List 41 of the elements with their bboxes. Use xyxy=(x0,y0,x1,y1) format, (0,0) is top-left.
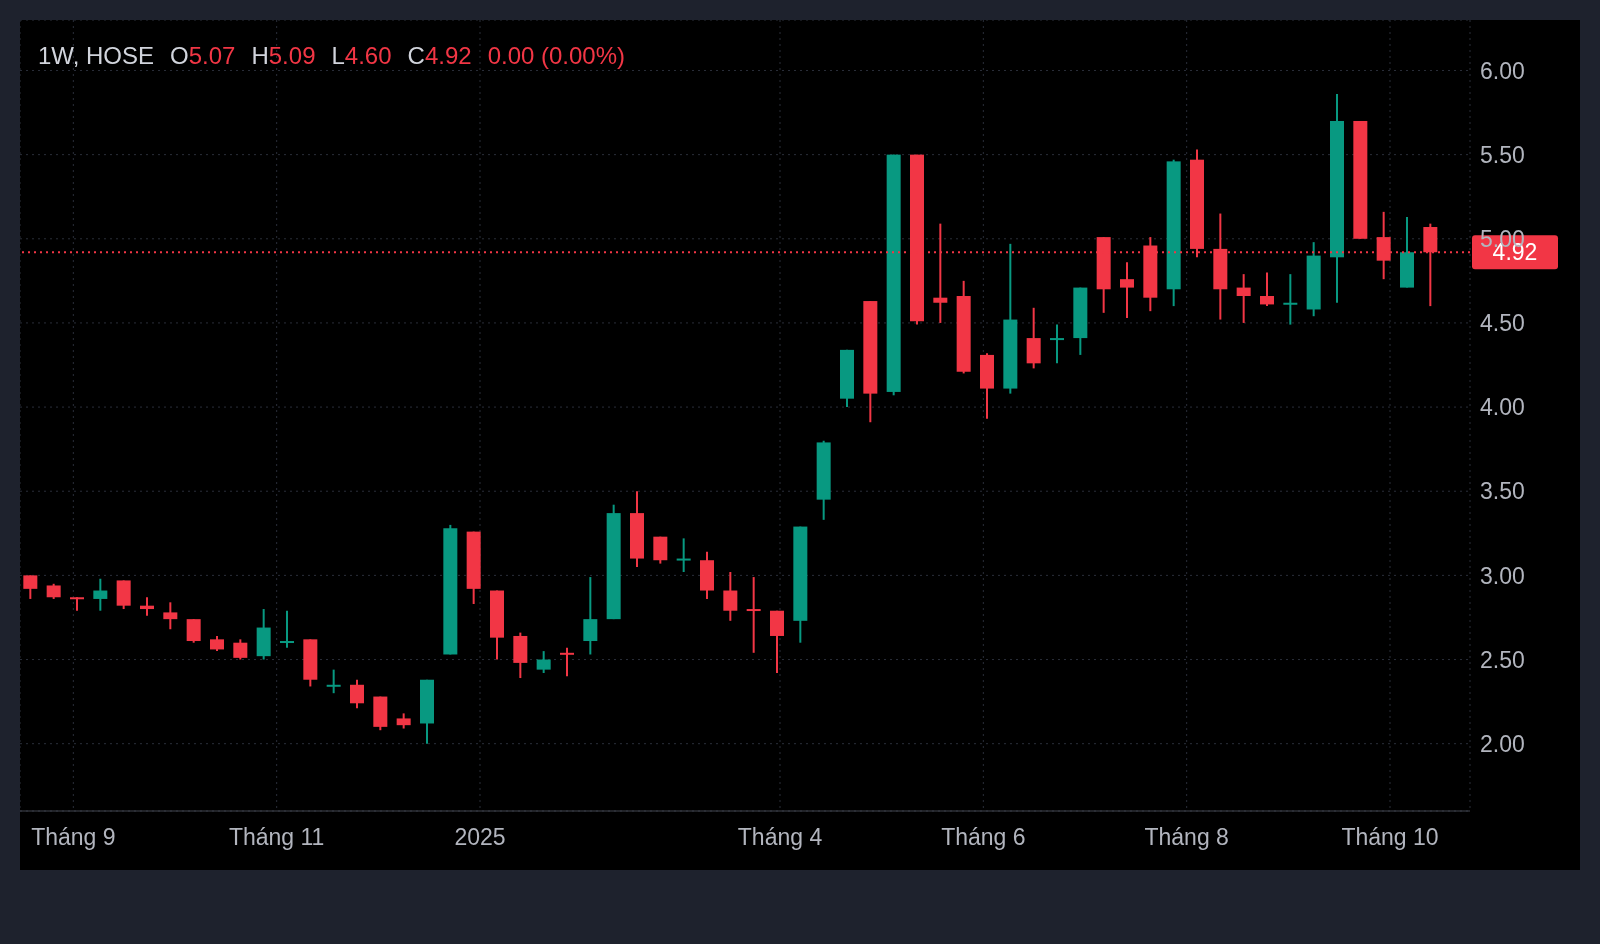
candlestick xyxy=(280,609,294,649)
candlestick xyxy=(186,618,201,644)
y-tick-label: 5.50 xyxy=(1480,141,1525,168)
candlestick xyxy=(326,668,341,695)
candlestick xyxy=(1120,261,1134,319)
x-tick-label: Tháng 6 xyxy=(941,824,1026,851)
x-tick-label: 2025 xyxy=(454,824,506,851)
candlestick xyxy=(676,537,691,574)
x-tick-label: Tháng 9 xyxy=(31,824,116,851)
y-tick-label: 4.00 xyxy=(1480,394,1525,421)
candlestick xyxy=(233,638,248,661)
candlestick xyxy=(536,650,551,674)
candlestick xyxy=(1260,271,1274,308)
y-tick-label: 2.00 xyxy=(1480,730,1525,757)
candlestick xyxy=(583,576,598,656)
candlestick xyxy=(723,571,738,622)
y-tick-label: 3.00 xyxy=(1480,562,1525,589)
candlestick xyxy=(350,678,364,710)
text: 1W, HOSE xyxy=(38,42,155,69)
candlestick xyxy=(1236,273,1251,324)
candlestick xyxy=(1050,323,1064,365)
candlestick xyxy=(93,577,108,612)
x-tick-label: Tháng 4 xyxy=(737,824,823,851)
y-tick-label: 6.00 xyxy=(1480,57,1525,84)
annotation: O5.07 xyxy=(170,42,236,69)
y-tick-label: 4.50 xyxy=(1480,310,1525,337)
candlestick xyxy=(560,646,574,678)
candlestick xyxy=(163,601,178,631)
annotation: H5.09 xyxy=(251,42,316,69)
candlestick xyxy=(1283,273,1298,326)
x-tick-label: Tháng 10 xyxy=(1341,824,1439,851)
annotation: C4.92 xyxy=(407,42,472,69)
x-tick-label: Tháng 8 xyxy=(1144,824,1229,851)
x-tick-label: Tháng 11 xyxy=(228,824,325,851)
y-tick-label: 2.50 xyxy=(1480,646,1525,673)
annotation: L4.60 xyxy=(331,42,392,69)
candlestick xyxy=(653,535,668,565)
candlestick xyxy=(23,574,38,600)
annotation: 0.00 (0.00%) xyxy=(487,42,626,69)
candlestick xyxy=(746,576,761,654)
y-tick-label: 3.50 xyxy=(1480,478,1525,505)
